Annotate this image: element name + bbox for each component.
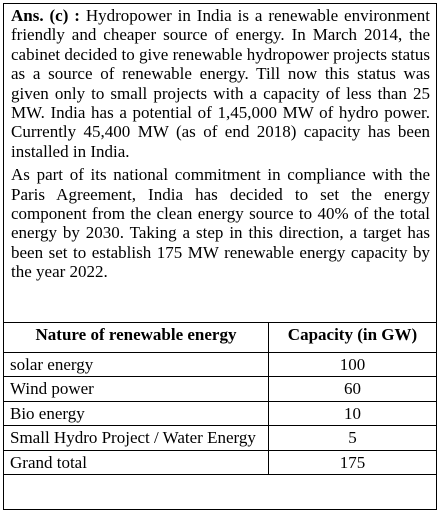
answer-box: Ans. (c) : Hydropower in India is a rene… xyxy=(3,3,437,510)
cell: 175 xyxy=(268,449,437,476)
row: Wind power 60 xyxy=(3,376,437,402)
row: Bio energy 10 xyxy=(3,400,437,427)
answer-text: Ans. (c) : Hydropower in India is a rene… xyxy=(4,4,436,282)
header-row: Nature of renewable energy Capacity (in … xyxy=(3,322,437,353)
cell: solar energy xyxy=(3,351,269,378)
row: solar energy 100 xyxy=(3,351,437,378)
paragraph: Ans. (c) : Hydropower in India is a rene… xyxy=(11,6,430,161)
cell: Grand total xyxy=(3,449,269,476)
cell: 60 xyxy=(268,376,437,402)
header-cell: Nature of renewable energy xyxy=(3,322,269,353)
cell: Small Hydro Project / Water Energy xyxy=(3,425,269,451)
header-cell: Capacity (in GW) xyxy=(268,322,437,353)
cell: Bio energy xyxy=(3,400,269,427)
row: Grand total 175 xyxy=(3,449,437,476)
row: Small Hydro Project / Water Energy 5 xyxy=(3,425,437,451)
cell: Wind power xyxy=(3,376,269,402)
capacity-table: Nature of renewable energy Capacity (in … xyxy=(3,322,437,476)
answer-label: Ans. (c) : xyxy=(11,6,80,25)
cell: 10 xyxy=(268,400,437,427)
cell: 5 xyxy=(268,425,437,451)
paragraph-text: Hydropower in India is a renewable envir… xyxy=(11,6,430,161)
paragraph: As part of its national commitment in co… xyxy=(11,165,430,282)
cell: 100 xyxy=(268,351,437,378)
